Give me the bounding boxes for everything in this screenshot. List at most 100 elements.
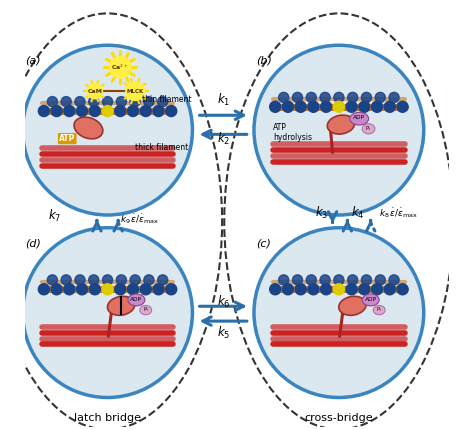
Circle shape — [359, 284, 370, 295]
Text: ADP: ADP — [365, 297, 377, 301]
Circle shape — [308, 284, 319, 295]
Circle shape — [75, 97, 85, 107]
Circle shape — [61, 275, 71, 285]
Text: MLCK: MLCK — [127, 89, 144, 94]
Text: (b): (b) — [256, 56, 272, 66]
Ellipse shape — [373, 305, 385, 315]
Circle shape — [254, 228, 424, 397]
Circle shape — [359, 101, 370, 112]
Circle shape — [116, 97, 127, 107]
Circle shape — [333, 284, 345, 295]
Circle shape — [51, 105, 62, 117]
Text: ADP: ADP — [353, 115, 365, 120]
Circle shape — [23, 228, 192, 397]
Ellipse shape — [140, 305, 152, 315]
Circle shape — [75, 275, 85, 285]
Circle shape — [320, 275, 330, 285]
Circle shape — [389, 275, 399, 285]
Circle shape — [384, 101, 395, 112]
Circle shape — [89, 275, 99, 285]
Text: $k_5$: $k_5$ — [217, 325, 230, 341]
Circle shape — [283, 284, 293, 295]
Circle shape — [320, 92, 330, 102]
Text: $k_7$: $k_7$ — [48, 208, 61, 224]
Circle shape — [144, 97, 154, 107]
Text: $k_3$: $k_3$ — [315, 205, 328, 221]
Text: P$_i$: P$_i$ — [143, 305, 149, 314]
Ellipse shape — [362, 124, 375, 134]
Circle shape — [320, 284, 332, 295]
Text: $k_2$: $k_2$ — [217, 131, 230, 147]
Text: $k_8\,\dot{\varepsilon}/\dot{\varepsilon}_{\rm max}$: $k_8\,\dot{\varepsilon}/\dot{\varepsilon… — [379, 206, 419, 220]
Circle shape — [397, 284, 408, 295]
Circle shape — [38, 284, 49, 295]
Circle shape — [333, 101, 345, 112]
Circle shape — [51, 284, 62, 295]
Circle shape — [153, 284, 164, 295]
Circle shape — [47, 275, 57, 285]
Circle shape — [140, 284, 151, 295]
Circle shape — [334, 92, 344, 102]
Circle shape — [166, 284, 177, 295]
Text: CaM: CaM — [87, 89, 102, 94]
Circle shape — [115, 284, 126, 295]
Circle shape — [279, 275, 289, 285]
Circle shape — [389, 92, 399, 102]
Text: ADP: ADP — [130, 297, 143, 301]
Circle shape — [375, 275, 385, 285]
Circle shape — [102, 105, 113, 117]
Circle shape — [361, 92, 372, 102]
Text: $k_1$: $k_1$ — [217, 92, 230, 108]
Text: thin filament: thin filament — [142, 95, 191, 104]
Circle shape — [375, 92, 385, 102]
Circle shape — [61, 97, 71, 107]
Circle shape — [320, 101, 332, 112]
Circle shape — [109, 57, 131, 78]
Text: (a): (a) — [25, 56, 40, 66]
Circle shape — [144, 275, 154, 285]
Circle shape — [140, 105, 151, 117]
Circle shape — [361, 275, 372, 285]
Circle shape — [270, 101, 281, 112]
Text: P$_i$: P$_i$ — [376, 305, 383, 314]
Circle shape — [102, 97, 113, 107]
Ellipse shape — [350, 112, 369, 125]
Circle shape — [130, 97, 140, 107]
Circle shape — [295, 101, 306, 112]
Circle shape — [306, 275, 316, 285]
Text: P$_i$: P$_i$ — [365, 124, 372, 133]
Circle shape — [254, 45, 424, 215]
Text: $k_4$: $k_4$ — [351, 205, 365, 221]
Circle shape — [308, 101, 319, 112]
Text: $k_6$: $k_6$ — [217, 294, 230, 310]
Ellipse shape — [128, 294, 145, 306]
Circle shape — [77, 284, 88, 295]
Circle shape — [130, 275, 140, 285]
Ellipse shape — [74, 117, 103, 139]
Ellipse shape — [362, 294, 379, 306]
Circle shape — [334, 275, 344, 285]
Circle shape — [292, 92, 302, 102]
Circle shape — [77, 105, 88, 117]
Circle shape — [87, 83, 102, 99]
Circle shape — [64, 284, 75, 295]
Circle shape — [347, 92, 358, 102]
Circle shape — [23, 45, 192, 215]
Circle shape — [158, 97, 168, 107]
Circle shape — [153, 105, 164, 117]
Circle shape — [295, 284, 306, 295]
Circle shape — [38, 105, 49, 117]
Text: latch bridge: latch bridge — [74, 413, 141, 423]
Circle shape — [126, 82, 145, 100]
Circle shape — [89, 105, 100, 117]
Circle shape — [397, 101, 408, 112]
Circle shape — [128, 284, 138, 295]
Circle shape — [292, 275, 302, 285]
Ellipse shape — [339, 296, 366, 315]
Circle shape — [372, 284, 383, 295]
Circle shape — [102, 284, 113, 295]
Circle shape — [270, 284, 281, 295]
Text: ATP
hydrolysis: ATP hydrolysis — [273, 123, 312, 142]
Circle shape — [306, 92, 316, 102]
Circle shape — [372, 101, 383, 112]
